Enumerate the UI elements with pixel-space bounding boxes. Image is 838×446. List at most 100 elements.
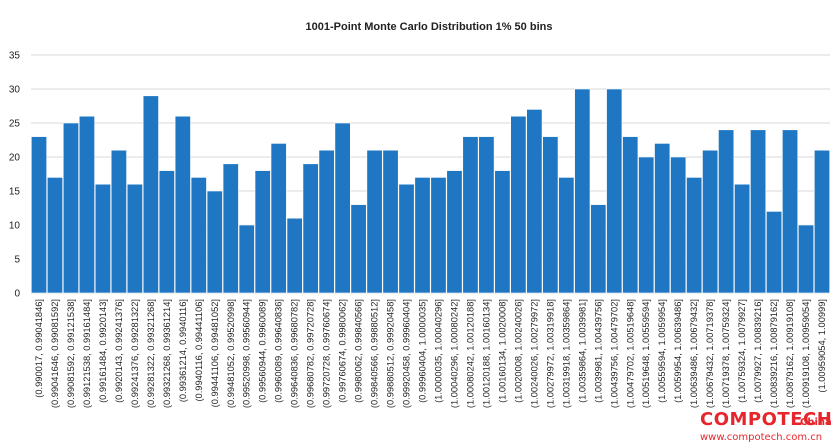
x-tick-label: (1.00679432, 1.00719378] [705,299,715,408]
bar [414,177,431,294]
x-tick-label: (1.00879162, 1.00919108] [785,299,795,408]
y-tick-label: 25 [9,119,21,130]
x-tick-label: (0.99840566, 0.99880512] [370,299,380,408]
y-tick-label: 0 [14,289,20,300]
bar [270,143,287,294]
x-tick-label: (1.00120188, 1.00160134] [481,299,491,408]
bar [478,136,495,294]
x-tick-label: (0.990017, 0.99041846] [34,299,44,398]
bar [254,170,271,294]
x-tick-label: (1.00639486, 1.00679432] [689,299,699,408]
x-tick-label: (1.0079927, 1.00839216] [753,299,763,403]
bar [622,136,639,294]
bar [590,204,607,294]
bar [446,170,463,294]
watermark-brand: COMPOTECH [700,409,832,430]
y-tick-label: 10 [9,221,21,232]
bar [382,149,399,294]
bar [494,170,511,294]
bar [398,183,415,294]
x-tick-label: (0.9980062, 0.99840566] [354,299,364,403]
x-tick-label: (0.99241376, 0.99281322] [130,299,140,408]
bar [782,129,799,294]
bar [462,136,479,294]
bar [78,115,95,294]
x-tick-label: (1.00319918, 1.00359864] [561,299,571,408]
x-tick-label: (0.99520998, 0.99560944] [242,299,252,408]
x-tick-label: (0.99680782, 0.99720728] [306,299,316,408]
bar [574,88,591,294]
x-tick-label: (1.00240026, 1.00279972] [529,299,539,408]
x-tick-label: (0.9940116, 0.99441106] [194,299,204,402]
y-tick-label: 35 [9,51,21,62]
bar [222,163,239,294]
x-tick-label: (1.00040296, 1.00080242] [449,299,459,408]
bar [158,170,175,294]
y-tick-label: 15 [9,187,21,198]
x-tick-label: (1.00160134, 1.0020008] [497,299,507,403]
x-tick-label: (0.99481052, 0.99520998] [226,299,236,408]
bar [526,109,543,294]
bar [814,149,831,294]
x-tick-label: (0.99361214, 0.9940116] [178,299,188,402]
x-tick-label: (1.00439756, 1.00479702] [609,299,619,408]
x-tick-label: (1.0059954, 1.00639486] [673,299,683,403]
x-tick-label: (1.0039981, 1.00439756] [593,299,603,403]
x-tick-label: (0.99760674, 0.9980062] [338,299,348,403]
bar [606,88,623,294]
bar [30,136,47,294]
bar [206,190,223,294]
x-tick-label: (0.99880512, 0.99920458] [386,299,396,408]
bars [30,88,831,294]
x-tick-label: (0.99441106, 0.99481052] [210,299,220,407]
bar [174,115,191,294]
bar [62,122,79,294]
bar [286,217,303,294]
bar [430,177,447,294]
x-tick-label: (1.0000035, 1.00040296] [433,299,443,403]
x-tick-label: (0.99720728, 0.99760674] [322,299,332,408]
bar [94,183,111,294]
bar [190,177,207,294]
x-tick-label: (1.00519648, 1.00559594] [641,299,651,408]
bar [702,149,719,294]
x-tick-label: (1.00080242, 1.00120188] [465,299,475,408]
x-tick-label: (0.99321268, 0.99361214] [162,299,172,408]
x-tick-label: (0.99081592, 0.99121538] [66,299,76,408]
x-tick-label: (1.00759324, 1.0079927] [737,299,747,403]
x-tick-label: (0.99041646, 0.99081592] [50,299,60,408]
y-tick-label: 30 [9,85,21,96]
watermark: COMPOTECH China www.compotech.com.cn [700,409,832,443]
x-tick-label: (1.00479702, 1.00519648] [625,299,635,408]
bar [142,95,159,294]
x-tick-label: (0.99281322, 0.99321268] [146,299,156,408]
bar [718,129,735,294]
y-tick-label: 20 [9,153,21,164]
bar [766,211,783,294]
x-tick-label: (1.00279972, 1.00319918] [545,299,555,408]
x-tick-label: (0.99161484, 0.9920143] [98,299,108,403]
x-tick-label: (0.99960404, 1.0000035] [418,299,428,403]
bar [46,177,63,294]
x-tick-label: (1.00359864, 1.0039981] [577,299,587,403]
x-tick-label: (1.0020008, 1.00240026] [513,299,523,403]
x-tick-label: (0.99920458, 0.99960404] [402,299,412,408]
bar [126,183,143,294]
bar [654,143,671,294]
x-tick-label: (1.00719378, 1.00759324] [721,299,731,408]
x-axis-ticks: (0.990017, 0.99041846] (0.99041646, 0.990… [34,299,827,408]
x-tick-label: (1.00919108, 1.00959054] [801,299,811,408]
bar [302,163,319,294]
watermark-region: China [800,417,832,428]
x-tick-label: (1.00559594, 1.0059954] [657,299,667,403]
x-tick-label: (0.99640836, 0.99680782] [290,299,300,408]
bar [366,149,383,294]
x-tick-label: (0.9920143, 0.99241376] [114,299,124,403]
x-tick-label: (1.00959054, 1.00999] [817,299,827,393]
bar [334,122,351,294]
bar [318,149,335,294]
chart-title: 1001-Point Monte Carlo Distribution 1% 5… [306,21,553,33]
x-tick-label: (0.9960089, 0.99640836] [274,299,284,403]
bar [638,156,655,294]
bar [750,129,767,294]
